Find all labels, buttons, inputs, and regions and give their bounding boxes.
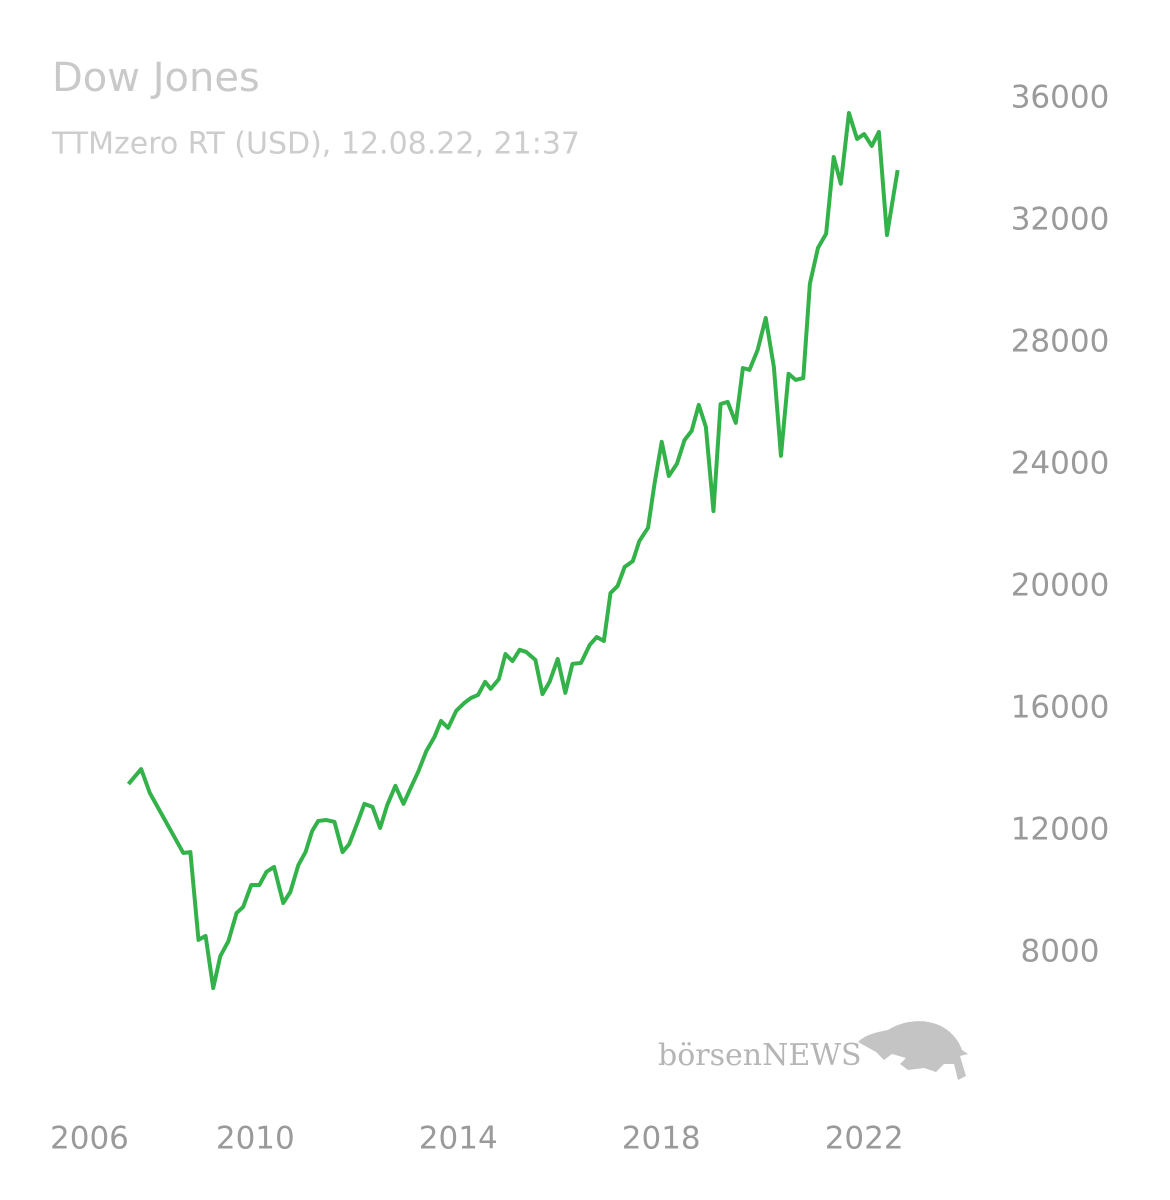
logo-bull	[858, 1021, 968, 1080]
chart-subtitle: TTMzero RT (USD), 12.08.22, 21:37	[51, 127, 580, 162]
x-tick-label: 2010	[216, 1121, 295, 1157]
y-tick-label: 12000	[1011, 812, 1110, 848]
y-tick-label: 36000	[1011, 80, 1110, 116]
x-tick-label: 2018	[622, 1121, 701, 1157]
logo-text: börsenNEWS	[658, 1038, 862, 1073]
chart-title: Dow Jones	[52, 55, 260, 101]
x-tick-label: 2006	[50, 1121, 129, 1157]
y-tick-label: 8000	[1021, 934, 1100, 970]
line-series	[126, 111, 900, 991]
y-tick-label: 24000	[1011, 446, 1110, 482]
x-tick-label: 2014	[419, 1121, 498, 1157]
y-tick-label: 32000	[1011, 202, 1110, 238]
x-tick-label: 2022	[825, 1121, 904, 1157]
y-tick-label: 28000	[1011, 324, 1110, 360]
y-tick-label: 16000	[1011, 690, 1110, 726]
y-tick-label: 20000	[1011, 568, 1110, 604]
